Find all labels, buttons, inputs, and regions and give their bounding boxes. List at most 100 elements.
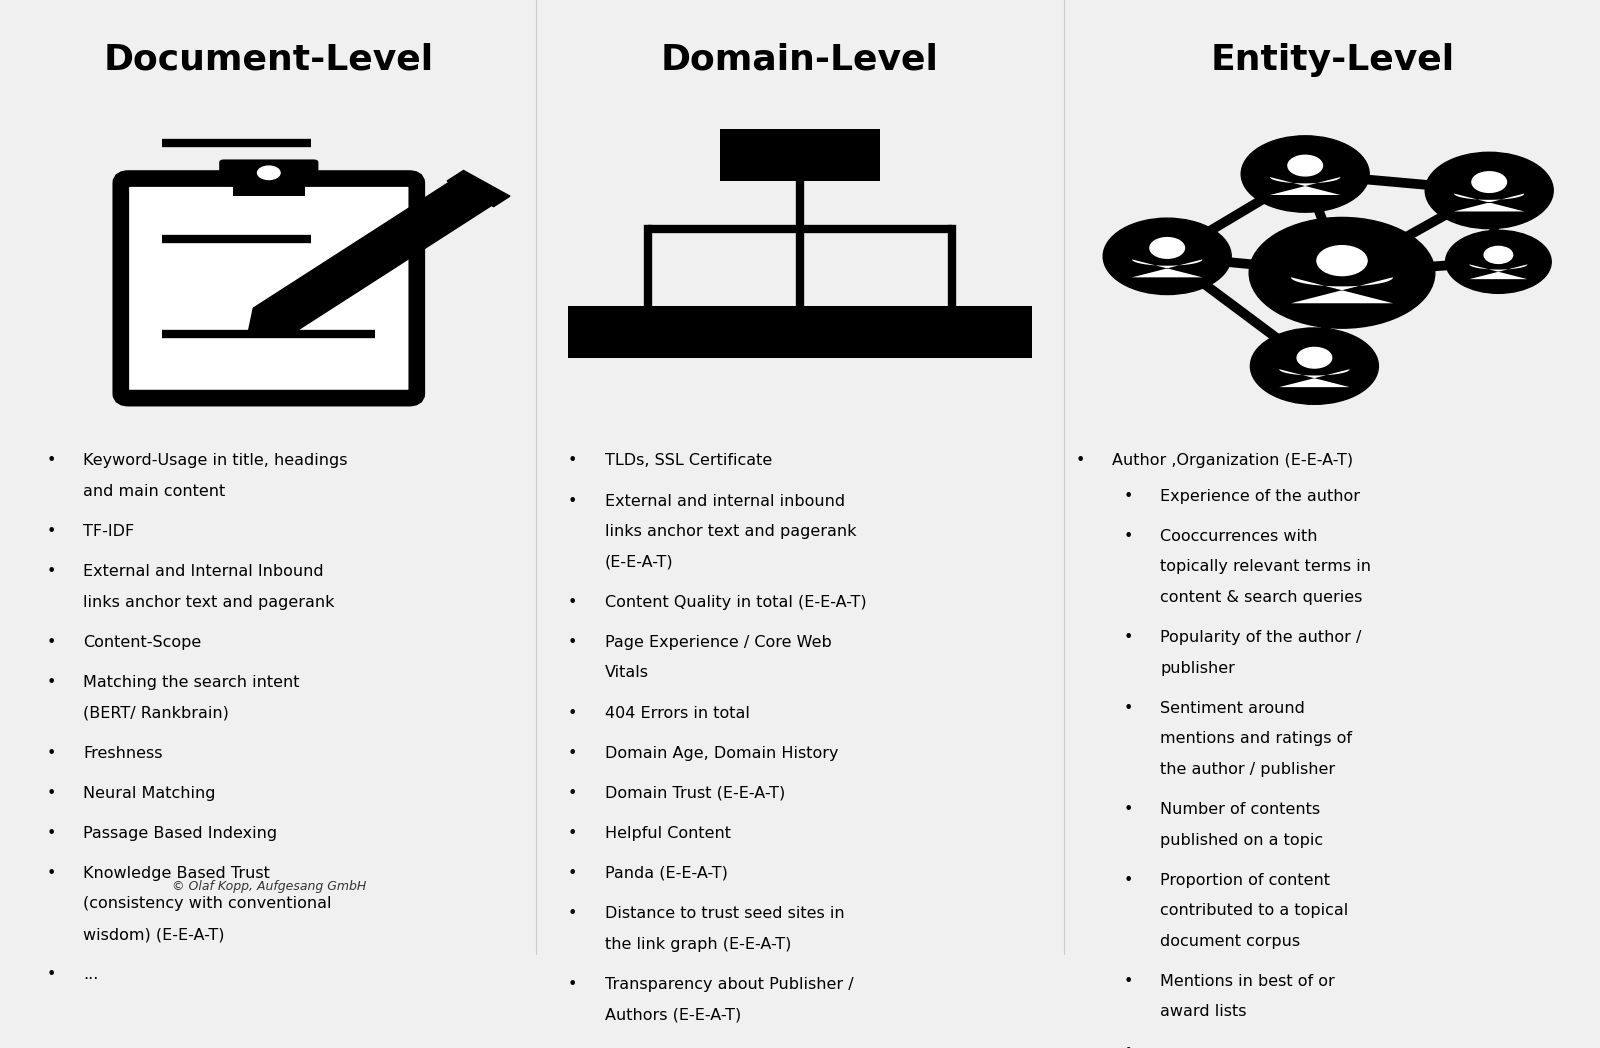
Circle shape <box>1446 231 1552 293</box>
Text: •: • <box>46 524 56 539</box>
Polygon shape <box>1454 194 1525 212</box>
Text: Distance to trust seed sites in: Distance to trust seed sites in <box>605 907 845 921</box>
Circle shape <box>1102 218 1230 294</box>
Text: •: • <box>568 866 578 881</box>
Text: •: • <box>1123 488 1133 504</box>
FancyBboxPatch shape <box>720 306 880 358</box>
Text: Mentions in best of or: Mentions in best of or <box>1160 974 1334 989</box>
Text: •: • <box>46 635 56 650</box>
Text: © Olaf Kopp, Aufgesang GmbH: © Olaf Kopp, Aufgesang GmbH <box>171 879 366 893</box>
Text: Experience of the author: Experience of the author <box>1160 488 1360 504</box>
FancyBboxPatch shape <box>568 306 728 358</box>
Text: •: • <box>568 635 578 650</box>
FancyBboxPatch shape <box>872 306 1032 358</box>
Text: topically relevant terms in: topically relevant terms in <box>1160 560 1371 574</box>
Text: Proportion of content: Proportion of content <box>1160 873 1330 888</box>
Text: Popularity of the author /: Popularity of the author / <box>1160 630 1362 646</box>
Text: publisher: publisher <box>1160 660 1235 676</box>
Text: •: • <box>46 454 56 468</box>
Text: links anchor text and pagerank: links anchor text and pagerank <box>83 595 334 610</box>
Text: Content-Scope: Content-Scope <box>83 635 202 650</box>
Text: •: • <box>568 786 578 801</box>
Text: published on a topic: published on a topic <box>1160 832 1323 848</box>
Circle shape <box>1150 238 1184 258</box>
Text: Knowledge Based Trust: Knowledge Based Trust <box>83 866 270 881</box>
Text: Panda (E-E-A-T): Panda (E-E-A-T) <box>605 866 728 881</box>
Text: Passage Based Indexing: Passage Based Indexing <box>83 826 277 840</box>
Text: the author / publisher: the author / publisher <box>1160 762 1334 777</box>
Text: award lists: award lists <box>1160 1004 1246 1020</box>
Text: Domain-Level: Domain-Level <box>661 43 939 77</box>
Text: and main content: and main content <box>83 484 226 499</box>
Text: •: • <box>46 826 56 840</box>
FancyBboxPatch shape <box>219 159 318 187</box>
Text: the link graph (E-E-A-T): the link graph (E-E-A-T) <box>605 937 790 952</box>
Text: TF-IDF: TF-IDF <box>83 524 134 539</box>
Circle shape <box>1251 328 1379 405</box>
Text: Domain Age, Domain History: Domain Age, Domain History <box>605 745 838 761</box>
Text: Neural Matching: Neural Matching <box>83 786 216 801</box>
Text: Entity-Level: Entity-Level <box>1211 43 1454 77</box>
Text: Domain Trust (E-E-A-T): Domain Trust (E-E-A-T) <box>605 786 786 801</box>
Text: Author ,Organization (E-E-A-T): Author ,Organization (E-E-A-T) <box>1112 454 1354 468</box>
Text: •: • <box>1123 529 1133 544</box>
Text: TLDs, SSL Certificate: TLDs, SSL Certificate <box>605 454 773 468</box>
Text: •: • <box>568 977 578 991</box>
Circle shape <box>1426 152 1554 228</box>
Text: •: • <box>1123 974 1133 989</box>
Polygon shape <box>246 308 296 337</box>
Polygon shape <box>1270 177 1341 195</box>
Text: •: • <box>46 786 56 801</box>
Text: Page Experience / Core Web: Page Experience / Core Web <box>605 635 832 650</box>
Text: •: • <box>46 866 56 881</box>
Text: content & search queries: content & search queries <box>1160 590 1362 605</box>
Text: •: • <box>568 907 578 921</box>
Text: •: • <box>46 564 56 580</box>
Text: •: • <box>568 705 578 721</box>
Text: Matching the search intent: Matching the search intent <box>83 675 299 690</box>
Text: •: • <box>46 967 56 982</box>
Text: mentions and ratings of: mentions and ratings of <box>1160 732 1352 746</box>
Text: External and Internal Inbound: External and Internal Inbound <box>83 564 323 580</box>
Polygon shape <box>1131 260 1203 278</box>
Text: •: • <box>568 595 578 610</box>
Text: document corpus: document corpus <box>1160 934 1301 948</box>
Text: contributed to a topical: contributed to a topical <box>1160 903 1349 918</box>
Text: Helpful Content: Helpful Content <box>605 826 731 840</box>
Text: links anchor text and pagerank: links anchor text and pagerank <box>605 524 856 539</box>
Text: ...: ... <box>1160 1045 1176 1048</box>
Text: External and internal inbound: External and internal inbound <box>605 494 845 508</box>
Text: •: • <box>1123 701 1133 716</box>
Polygon shape <box>253 182 491 331</box>
Circle shape <box>1298 348 1331 368</box>
Text: Authors (E-E-A-T): Authors (E-E-A-T) <box>605 1007 741 1022</box>
Text: (E-E-A-T): (E-E-A-T) <box>605 554 674 570</box>
Polygon shape <box>1469 264 1528 279</box>
Circle shape <box>258 166 280 179</box>
Circle shape <box>1288 155 1323 176</box>
Text: Keyword-Usage in title, headings: Keyword-Usage in title, headings <box>83 454 347 468</box>
Text: Number of contents: Number of contents <box>1160 802 1320 817</box>
Text: 404 Errors in total: 404 Errors in total <box>605 705 750 721</box>
Text: Content Quality in total (E-E-A-T): Content Quality in total (E-E-A-T) <box>605 595 867 610</box>
Text: Cooccurrences with: Cooccurrences with <box>1160 529 1317 544</box>
Polygon shape <box>1291 278 1394 303</box>
Text: Freshness: Freshness <box>83 745 163 761</box>
Text: Sentiment around: Sentiment around <box>1160 701 1306 716</box>
FancyBboxPatch shape <box>720 129 880 181</box>
Circle shape <box>1317 245 1366 276</box>
Text: Vitals: Vitals <box>605 665 650 680</box>
Text: •: • <box>1123 802 1133 817</box>
Text: •: • <box>568 494 578 508</box>
Polygon shape <box>446 171 510 206</box>
Circle shape <box>1250 217 1435 328</box>
Circle shape <box>1472 172 1507 193</box>
Polygon shape <box>1280 369 1350 387</box>
FancyBboxPatch shape <box>234 183 304 196</box>
Text: •: • <box>1123 630 1133 646</box>
Text: (BERT/ Rankbrain): (BERT/ Rankbrain) <box>83 705 229 721</box>
FancyBboxPatch shape <box>122 178 416 398</box>
Text: (consistency with conventional: (consistency with conventional <box>83 896 331 912</box>
Circle shape <box>1242 136 1370 212</box>
Text: ...: ... <box>83 967 99 982</box>
